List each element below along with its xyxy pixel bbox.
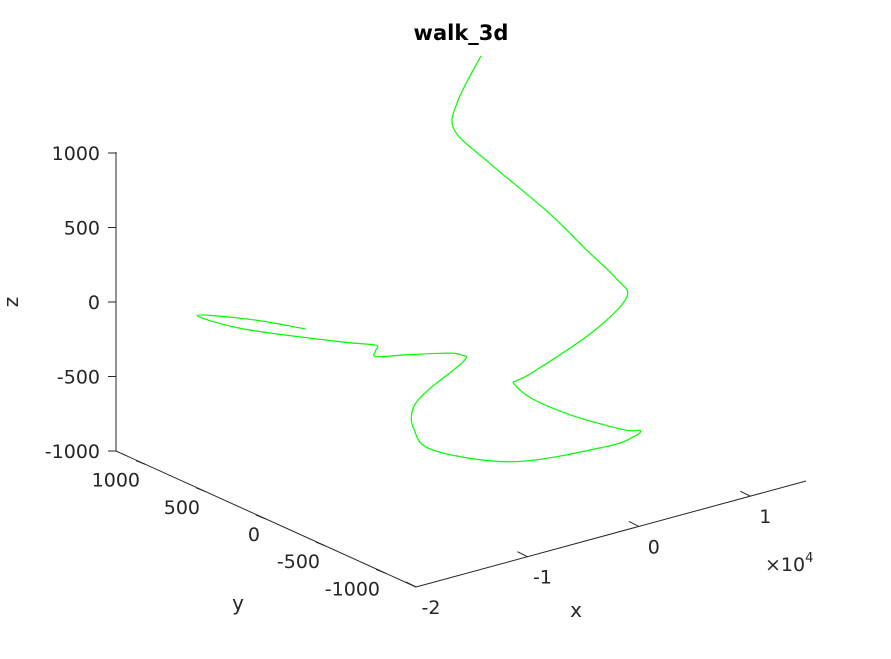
y-tick-mark	[195, 487, 207, 493]
x-tick-mark	[405, 581, 417, 588]
x-exponent-label: ×104	[765, 551, 813, 576]
ticks-group	[108, 152, 751, 588]
z-tick-label: -1000	[45, 441, 100, 463]
x-tick-label: -1	[533, 567, 552, 589]
y-tick-mark	[315, 541, 327, 547]
chart-title: walk_3d	[414, 21, 509, 45]
x-axis-label: x	[570, 598, 582, 622]
y-tick-label: 1000	[92, 470, 140, 492]
z-tick-label: 0	[88, 292, 100, 314]
y-tick-mark	[375, 568, 387, 574]
y-axis-label: y	[232, 591, 244, 615]
x-tick-mark	[628, 520, 640, 527]
y-tick-label: 0	[248, 524, 260, 546]
z-tick-label: 1000	[52, 143, 100, 165]
walk-line	[196, 55, 642, 463]
z-tick-label: 500	[64, 218, 100, 240]
x-exponent-power: 4	[805, 551, 813, 566]
y-tick-label: 500	[164, 497, 200, 519]
x-tick-mark	[740, 490, 751, 497]
x-axis-line	[415, 480, 807, 588]
y-tick-label: -1000	[325, 578, 380, 600]
x-exponent-base: ×10	[765, 554, 805, 576]
y-tick-mark	[135, 460, 147, 466]
y-tick-mark	[255, 514, 267, 520]
z-axis-label: z	[0, 297, 23, 308]
x-tick-label: 0	[648, 536, 660, 558]
x-tick-label: -2	[422, 597, 441, 619]
x-tick-label: 1	[759, 506, 771, 528]
y-tick-label: -500	[277, 551, 320, 573]
z-tick-label: -500	[57, 367, 100, 389]
plot-area	[196, 55, 642, 463]
x-tick-mark	[517, 551, 528, 558]
